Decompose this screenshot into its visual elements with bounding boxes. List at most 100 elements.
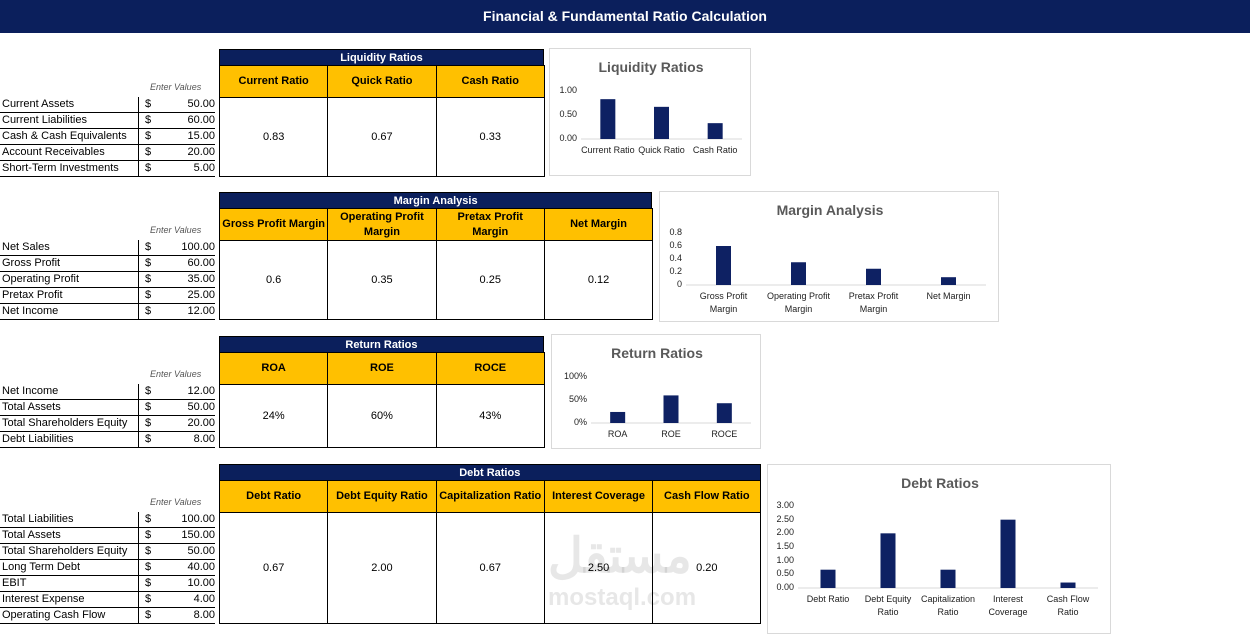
result-cell: 0.67 (435, 512, 545, 624)
chart-plot (798, 519, 1098, 589)
y-tick-label: 100% (563, 371, 587, 381)
column-header: Cash Ratio (435, 65, 545, 98)
input-value: 15.00 (159, 129, 215, 145)
bar (654, 106, 669, 139)
x-tick-label: Cash Ratio (692, 145, 738, 155)
y-tick-label: 2.50 (776, 513, 794, 524)
chart-title: Return Ratios (611, 345, 703, 361)
currency: $ (139, 288, 159, 304)
result-cell: 2.50 (543, 512, 654, 624)
column-header: Pretax Profit Margin (435, 208, 545, 241)
column-header: Debt Ratio (219, 480, 329, 513)
currency: $ (139, 400, 159, 416)
result-cell: 0.35 (327, 240, 437, 320)
enter-values-label: Enter Values (150, 497, 202, 507)
input-value: 60.00 (159, 113, 215, 129)
input-label: Total Liabilities (0, 512, 139, 528)
y-tick-label: 3.00 (776, 500, 794, 510)
x-tick-label: Interest Coverage (988, 594, 1028, 617)
column-header: ROA (219, 352, 329, 385)
watermark-latin: mostaql.com (548, 584, 697, 611)
bar (716, 246, 731, 285)
y-tick-label: 0% (573, 417, 587, 427)
input-label: Total Shareholders Equity (0, 544, 139, 560)
x-tick-label: Net Margin (926, 291, 971, 301)
input-value: 4.00 (159, 592, 215, 608)
column-header: Interest Coverage (543, 480, 654, 513)
input-label: Account Receivables (0, 145, 139, 161)
input-label: Net Income (0, 384, 139, 400)
x-tick-label: ROE (661, 429, 681, 439)
input-value: 20.00 (159, 145, 215, 161)
column-header: ROE (327, 352, 437, 385)
input-value: 20.00 (159, 416, 215, 432)
y-tick-label: 1.00 (776, 554, 794, 565)
chart: Debt Ratios 0.00 0.50 1.00 1.50 2.00 2.50 3.00 D… (767, 464, 1111, 634)
bar (820, 569, 836, 588)
input-value: 12.00 (159, 384, 215, 400)
currency: $ (139, 416, 159, 432)
y-tick-label: 50% (568, 394, 587, 404)
currency: $ (139, 608, 159, 624)
input-label: Operating Profit (0, 272, 139, 288)
input-label: Pretax Profit (0, 288, 139, 304)
column-header: Net Margin (543, 208, 654, 241)
currency: $ (139, 113, 159, 129)
bar (940, 569, 956, 588)
input-value: 40.00 (159, 560, 215, 576)
column-header: Current Ratio (219, 65, 329, 98)
chart-plot (591, 395, 751, 424)
input-label: Current Assets (0, 97, 139, 113)
column-header: Operating Profit Margin (327, 208, 437, 241)
currency: $ (139, 560, 159, 576)
input-value: 5.00 (159, 161, 215, 177)
currency: $ (139, 544, 159, 560)
bar (866, 268, 881, 285)
page-header: Financial & Fundamental Ratio Calculatio… (0, 0, 1250, 33)
enter-values-label: Enter Values (150, 369, 202, 379)
result-cell: 24% (219, 384, 329, 448)
y-tick-label: 0.50 (559, 109, 577, 119)
column-header: Cash Flow Ratio (652, 480, 762, 513)
column-header: Debt Equity Ratio (327, 480, 437, 513)
bar (791, 262, 806, 285)
currency: $ (139, 129, 159, 145)
chart-plot (581, 99, 742, 140)
chart-title: Debt Ratios (901, 475, 979, 491)
x-tick-label: Quick Ratio (638, 145, 685, 155)
column-header: Quick Ratio (327, 65, 437, 98)
y-tick-label: 0.00 (559, 133, 577, 143)
input-label: Current Liabilities (0, 113, 139, 129)
input-value: 60.00 (159, 256, 215, 272)
table-title: Margin Analysis (219, 192, 653, 209)
input-value: 150.00 (159, 528, 215, 544)
bar (600, 99, 616, 139)
result-cell: 0.67 (219, 512, 329, 624)
bar (880, 533, 896, 588)
input-label: Debt Liabilities (0, 432, 139, 448)
x-tick-label: Debt Ratio (806, 594, 850, 604)
input-label: Short-Term Investments (0, 161, 139, 177)
chart: Margin Analysis 0 0.2 0.4 0.6 0.8 Gross Profit… (659, 191, 999, 322)
input-label: Interest Expense (0, 592, 139, 608)
column-header: ROCE (435, 352, 545, 385)
currency: $ (139, 145, 159, 161)
result-cell: 0.67 (327, 97, 437, 177)
y-tick-label: 1.50 (776, 541, 794, 551)
input-label: Gross Profit (0, 256, 139, 272)
input-label: Net Income (0, 304, 139, 320)
result-cell: 60% (327, 384, 437, 448)
chart-title: Liquidity Ratios (598, 59, 704, 75)
x-tick-label: Operating Profit Margin (766, 291, 831, 314)
input-value: 100.00 (159, 512, 215, 528)
result-cell: 0.25 (435, 240, 545, 320)
chart-plot (686, 246, 986, 286)
input-label: Long Term Debt (0, 560, 139, 576)
input-value: 8.00 (159, 608, 215, 624)
currency: $ (139, 384, 159, 400)
y-tick-label: 0.8 (669, 227, 682, 237)
column-header: Capitalization Ratio (435, 480, 545, 513)
currency: $ (139, 304, 159, 320)
table-title: Debt Ratios (219, 464, 761, 481)
input-label: Operating Cash Flow (0, 608, 139, 624)
